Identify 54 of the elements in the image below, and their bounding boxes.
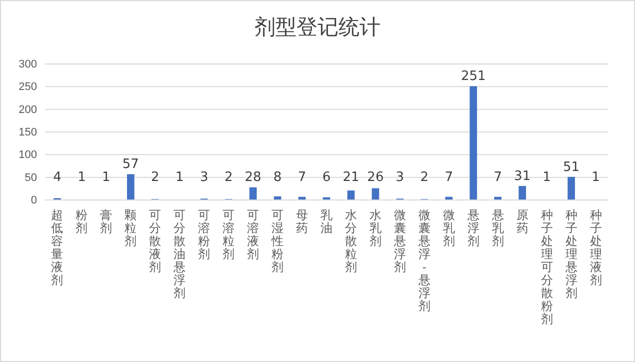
category-label: 种子处理可分散粉剂 [540, 208, 553, 326]
data-label: 1 [102, 170, 110, 185]
x-tick-label: 可溶粉剂 [198, 208, 210, 261]
data-label: 2 [151, 170, 160, 185]
y-tick-label: 300 [18, 58, 37, 71]
data-label: 7 [298, 170, 306, 185]
x-tick-label: 可湿性粉剂 [270, 208, 284, 274]
data-label: 28 [244, 170, 262, 185]
data-label: 4 [53, 170, 62, 185]
x-tick-label: 可溶粒剂 [222, 208, 235, 261]
data-label: 1 [592, 170, 600, 185]
data-label: 251 [460, 69, 486, 84]
x-tick-label: 种子处理悬浮剂 [564, 208, 578, 300]
x-tick-label: 粉剂 [76, 208, 88, 235]
x-tick-label: 悬乳剂 [490, 208, 504, 248]
y-tick-label: 50 [24, 172, 37, 184]
x-tick-label: 微囊悬浮-悬浮剂 [417, 208, 430, 313]
data-label: 8 [273, 170, 282, 185]
data-label: 26 [367, 170, 384, 185]
data-label: 3 [200, 170, 208, 185]
data-label: 57 [122, 157, 139, 172]
y-tick-label: 0 [30, 194, 37, 207]
data-label: 1 [542, 170, 551, 185]
y-tick-label: 250 [18, 81, 37, 94]
x-tick-label: 水乳剂 [369, 208, 382, 248]
x-tick-label: 可溶液剂 [247, 208, 260, 261]
y-tick-label: 200 [18, 104, 37, 116]
data-label: 21 [342, 170, 360, 185]
x-tick-label: 膏剂 [100, 208, 112, 235]
data-label: 51 [563, 160, 580, 175]
x-tick-label: 悬浮剂 [466, 208, 480, 248]
x-tick-label: 可分散油悬浮剂 [172, 208, 186, 300]
data-label: 7 [494, 170, 502, 185]
y-tick-label: 150 [18, 126, 37, 139]
x-tick-label: 母药 [296, 208, 308, 235]
x-tick-label: 原药 [516, 208, 528, 235]
data-label: 1 [78, 170, 86, 185]
x-tick-label: 微乳剂 [442, 208, 455, 248]
data-label: 1 [175, 170, 184, 185]
x-tick-label: 水分散粒剂 [344, 208, 357, 274]
data-label: 2 [420, 170, 429, 185]
data-label: 7 [444, 170, 454, 185]
x-tick-label: 可分散液剂 [149, 208, 162, 274]
y-tick-label: 100 [18, 149, 37, 162]
data-label: 2 [224, 170, 233, 185]
data-label: 6 [322, 170, 331, 185]
data-label: 3 [396, 170, 404, 185]
data-label: 31 [514, 168, 531, 184]
x-tick-label: 乳油 [320, 208, 332, 235]
x-tick-label: 微囊悬浮剂 [392, 208, 406, 274]
x-tick-label: 超低容量液剂 [51, 208, 64, 287]
x-tick-label: 种子处理液剂 [590, 208, 602, 287]
chart-title: 剂型登记统计 [254, 15, 380, 39]
x-tick-label: 颗粒剂 [124, 208, 137, 248]
